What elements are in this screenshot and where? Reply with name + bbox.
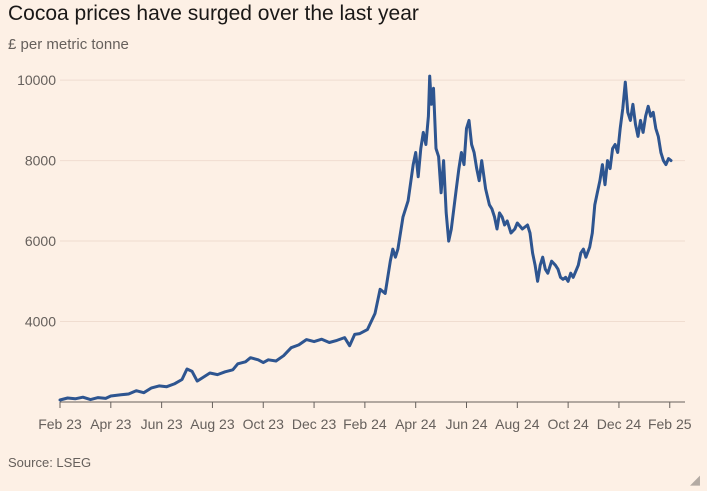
series-line: [58, 74, 673, 402]
x-tick-label: Feb 25: [648, 416, 692, 432]
x-tick-label: Apr 23: [90, 416, 131, 432]
x-tick-label: Aug 23: [190, 416, 235, 432]
x-tick-label: Jun 23: [141, 416, 183, 432]
x-tick-label: Oct 23: [243, 416, 284, 432]
x-tick-label: Dec 23: [292, 416, 337, 432]
x-tick-label: Jun 24: [445, 416, 487, 432]
x-tick-label: Dec 24: [597, 416, 642, 432]
series-layer: [58, 74, 673, 402]
x-tick-label: Apr 24: [395, 416, 436, 432]
gridlines: [60, 79, 685, 323]
source-note: Source: LSEG: [8, 455, 92, 470]
y-tick-label: 10000: [17, 72, 56, 88]
chart-title: Cocoa prices have surged over the last y…: [8, 2, 419, 25]
x-tick-label: Aug 24: [495, 416, 540, 432]
x-tick-label: Oct 24: [548, 416, 589, 432]
axes: 4000 6000 8000 10000 Feb 23 Apr 23 Jun 23 Aug 2…: [17, 72, 692, 432]
y-tick-label: 8000: [25, 153, 56, 169]
x-tick-label: Feb 23: [38, 416, 82, 432]
resize-corner-icon: ◢: [690, 472, 700, 487]
y-tick-label: 6000: [25, 233, 56, 249]
y-tick-label: 4000: [25, 314, 56, 330]
chart-subtitle: £ per metric tonne: [8, 36, 129, 53]
x-tick-label: Feb 24: [343, 416, 387, 432]
